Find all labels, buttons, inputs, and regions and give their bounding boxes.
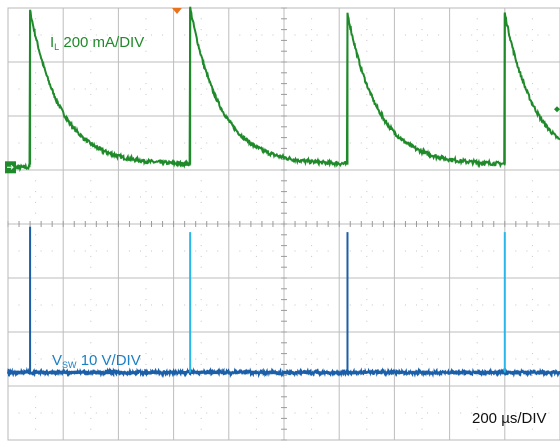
- timebase-label: 200 µs/DIV: [472, 410, 547, 427]
- vsw-label-sub: SW: [62, 360, 77, 370]
- il-trace: [7, 6, 560, 173]
- vsw-waveform: [7, 366, 560, 379]
- vsw-scale-label: 10 V/DIV: [80, 352, 141, 369]
- il-channel-label: IL 200 mA/DIV: [50, 34, 144, 53]
- minor-dots: [18, 18, 550, 430]
- il-scale-label: 200 mA/DIV: [63, 34, 145, 51]
- vsw-ground-marker: [8, 368, 14, 377]
- channel-markers: [5, 8, 560, 377]
- trigger-position-marker: [172, 8, 182, 14]
- trigger-level-marker: [554, 106, 560, 113]
- vsw-trace: [7, 226, 560, 379]
- il-label-sub: L: [54, 42, 60, 52]
- il-ground-marker-arrow: [7, 164, 14, 170]
- il-label-main: I: [50, 34, 55, 51]
- il-waveform: [7, 6, 560, 173]
- vsw-label-main: V: [52, 352, 63, 369]
- graticule: [7, 7, 560, 441]
- vsw-channel-label: VSW 10 V/DIV: [52, 352, 141, 371]
